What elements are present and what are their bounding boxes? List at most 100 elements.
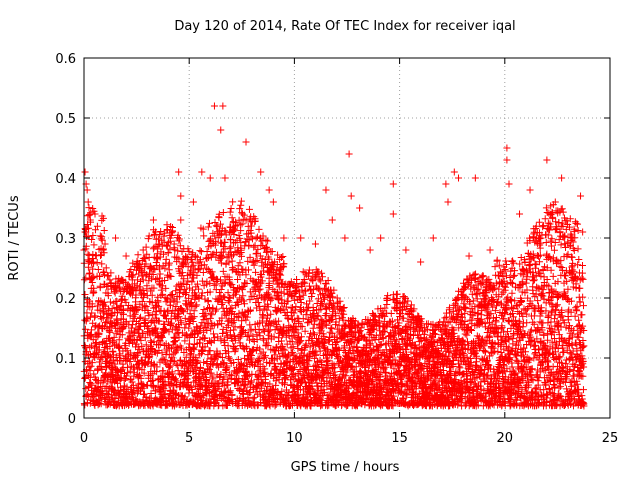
roti-point: [226, 208, 234, 216]
roti-point: [133, 365, 141, 373]
roti-point: [109, 337, 117, 345]
roti-point: [105, 396, 113, 404]
roti-point: [92, 375, 100, 383]
roti-point: [255, 225, 263, 233]
roti-point: [248, 222, 256, 230]
roti-point: [229, 198, 237, 206]
roti-point: [91, 313, 99, 321]
roti-point: [237, 201, 245, 209]
roti-point: [106, 400, 114, 408]
roti-point: [198, 277, 206, 285]
roti-point: [103, 310, 111, 318]
roti-point: [99, 245, 107, 253]
roti-point: [157, 286, 165, 294]
roti-point: [113, 297, 121, 305]
roti-point: [237, 197, 245, 205]
roti-point: [97, 252, 105, 260]
roti-point: [203, 255, 211, 263]
roti-point: [91, 354, 99, 362]
roti-point: [115, 336, 123, 344]
roti-point: [213, 305, 221, 313]
roti-point: [165, 259, 173, 267]
roti-point: [120, 323, 128, 331]
roti-point: [127, 375, 135, 383]
roti-point: [123, 383, 131, 391]
roti-point: [108, 305, 116, 313]
roti-point: [200, 232, 208, 240]
roti-point: [104, 292, 112, 300]
roti-point: [88, 381, 96, 389]
roti-point: [228, 214, 236, 222]
roti-point: [84, 212, 92, 220]
roti-point: [108, 373, 116, 381]
roti-point: [88, 309, 96, 317]
roti-point: [228, 257, 236, 265]
roti-point: [94, 401, 102, 409]
roti-point: [96, 284, 104, 292]
roti-point: [85, 372, 93, 380]
roti-point: [98, 236, 106, 244]
roti-point: [118, 331, 126, 339]
roti-point: [387, 309, 395, 317]
roti-point: [113, 286, 121, 294]
roti-point: [156, 270, 164, 278]
roti-point: [91, 226, 99, 234]
roti-point: [225, 293, 233, 301]
roti-point: [102, 264, 110, 272]
roti-point: [88, 359, 96, 367]
roti-point: [122, 372, 130, 380]
roti-point: [95, 331, 103, 339]
roti-point: [227, 205, 235, 213]
roti-point: [120, 376, 128, 384]
roti-point: [164, 249, 172, 257]
roti-point: [292, 303, 300, 311]
roti-point: [111, 289, 119, 297]
roti-point: [91, 210, 99, 218]
roti-point: [81, 291, 89, 299]
roti-point: [252, 268, 260, 276]
roti-point: [107, 309, 115, 317]
roti-point: [112, 353, 120, 361]
roti-point: [208, 311, 216, 319]
roti-point: [100, 298, 108, 306]
roti-point: [90, 370, 98, 378]
roti-point: [304, 319, 312, 327]
roti-point: [91, 312, 99, 320]
roti-point: [96, 272, 104, 280]
roti-point: [147, 337, 155, 345]
roti-point: [84, 232, 92, 240]
roti-point: [297, 299, 305, 307]
roti-point: [88, 300, 96, 308]
roti-point: [93, 222, 101, 230]
roti-point: [231, 323, 239, 331]
roti-point: [89, 274, 97, 282]
roti-point: [154, 341, 162, 349]
roti-point: [84, 263, 92, 271]
roti-point: [101, 394, 109, 402]
roti-point: [87, 326, 95, 334]
roti-point: [205, 219, 213, 227]
roti-point: [219, 267, 227, 275]
roti-point: [128, 390, 136, 398]
roti-point: [89, 336, 97, 344]
roti-point: [217, 285, 225, 293]
roti-point: [87, 209, 95, 217]
roti-point: [111, 395, 119, 403]
roti-point: [107, 323, 115, 331]
roti-point: [82, 274, 90, 282]
roti-point: [88, 235, 96, 243]
roti-point: [196, 247, 204, 255]
roti-point: [95, 323, 103, 331]
roti-point: [100, 249, 108, 257]
roti-point: [142, 303, 150, 311]
roti-point: [128, 378, 136, 386]
roti-point: [100, 227, 108, 235]
roti-point: [90, 273, 98, 281]
roti-point: [250, 393, 258, 401]
roti-point: [231, 333, 239, 341]
roti-point: [90, 288, 98, 296]
roti-point: [84, 256, 92, 264]
roti-point: [110, 333, 118, 341]
roti-point: [127, 266, 135, 274]
